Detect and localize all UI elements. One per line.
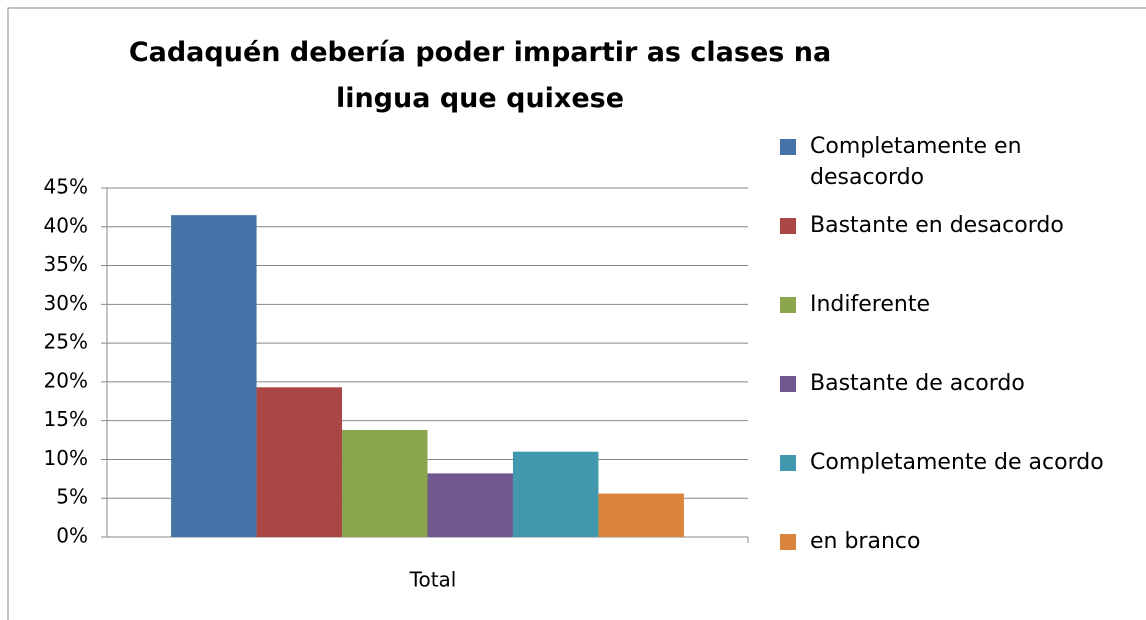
legend-item: Completamente de acordo: [780, 447, 1120, 478]
bar: [256, 387, 343, 537]
y-tick-label: 25%: [44, 330, 88, 354]
bar: [512, 451, 599, 537]
y-tick-label: 45%: [44, 175, 88, 199]
legend-swatch: [780, 376, 796, 392]
legend-swatch: [780, 139, 796, 155]
y-tick-label: 10%: [44, 446, 88, 470]
y-tick-label: 35%: [44, 252, 88, 276]
y-tick-label: 40%: [44, 213, 88, 237]
bar: [598, 493, 684, 537]
legend-label: Bastante de acordo: [810, 371, 1025, 396]
legend-swatch: [780, 218, 796, 234]
legend-item: en branco: [780, 526, 1120, 557]
legend-label: Indiferente: [810, 292, 930, 317]
y-tick-label: 30%: [44, 291, 88, 315]
chart-border: [7, 7, 1146, 620]
legend-swatch: [780, 534, 796, 550]
legend-label: Completamente en desacordo: [810, 134, 1022, 190]
legend-label: Bastante en desacordo: [810, 213, 1064, 238]
chart-title: Cadaquén debería poder impartir as clase…: [128, 37, 832, 114]
legend-item: Bastante de acordo: [780, 368, 1120, 399]
legend-item: Bastante en desacordo: [780, 210, 1120, 241]
bar: [427, 473, 513, 537]
legend-item: Indiferente: [780, 289, 1120, 320]
y-tick-label: 20%: [44, 368, 88, 392]
bar: [171, 215, 257, 537]
legend-label: Completamente de acordo: [810, 450, 1104, 475]
legend-swatch: [780, 455, 796, 471]
y-tick-label: 5%: [56, 485, 88, 509]
y-tick-label: 15%: [44, 407, 88, 431]
legend-label: en branco: [810, 529, 921, 554]
legend-swatch: [780, 297, 796, 313]
legend-item: Completamente en desacordo: [780, 131, 1120, 193]
bar: [342, 429, 428, 537]
x-tick-label: Total: [409, 568, 457, 592]
y-tick-label: 0%: [56, 524, 88, 548]
